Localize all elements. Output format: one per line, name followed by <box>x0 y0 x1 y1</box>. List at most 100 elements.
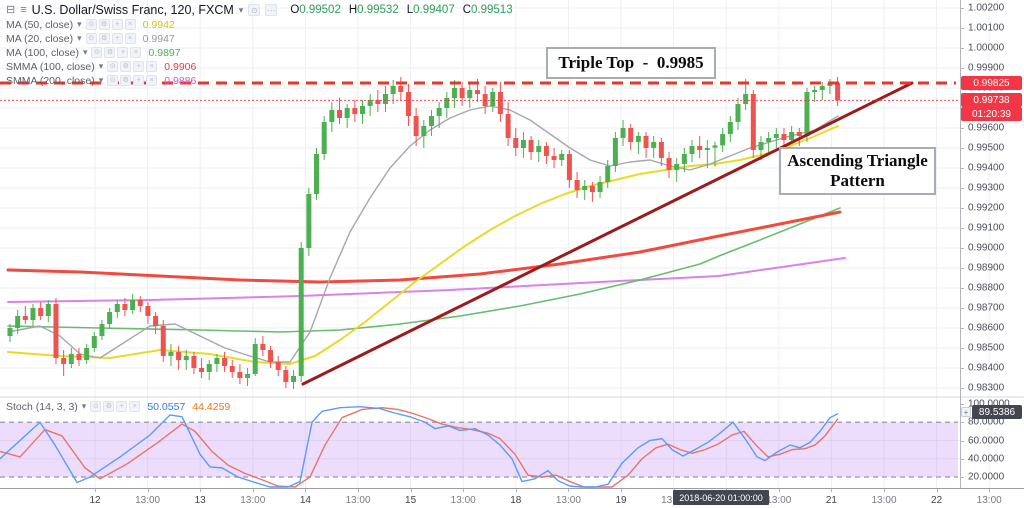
gear-icon[interactable]: ⚙ <box>98 33 110 44</box>
price-tick <box>960 228 964 229</box>
add-icon[interactable]: + <box>133 75 145 86</box>
indicator-row-0[interactable]: MA (50, close) ▾ ⊙ ⚙ + × 0.9942 <box>6 18 513 31</box>
time-tick <box>463 489 465 492</box>
symbol-title[interactable]: U.S. Dollar/Swiss Franc, 120, FXCM <box>31 3 234 17</box>
chevron-down-icon[interactable]: ▾ <box>238 4 244 15</box>
close-icon[interactable]: × <box>146 75 158 86</box>
close-icon[interactable]: × <box>124 33 136 44</box>
indicator-row-2[interactable]: MA (100, close) ▾ ⊙ ⚙ + × 0.9897 <box>6 46 513 59</box>
triple-top-annotation[interactable]: Triple Top - 0.9985 <box>546 47 716 79</box>
gear-icon[interactable]: ⚙ <box>98 19 110 30</box>
time-tick <box>621 489 622 492</box>
stoch-axis-label: 20.0000 <box>968 471 1005 483</box>
resistance-price-badge: 0.99825 <box>961 76 1022 90</box>
plus-icon[interactable]: + <box>961 407 971 417</box>
candle <box>53 298 59 364</box>
add-icon[interactable]: + <box>117 47 129 58</box>
gear-icon[interactable]: ⚙ <box>120 61 132 72</box>
eye-icon[interactable]: ⊙ <box>107 61 119 72</box>
price-tick <box>960 440 964 442</box>
add-icon[interactable]: + <box>116 401 128 412</box>
candle <box>252 338 258 376</box>
symbol-row[interactable]: ⊟ ≡ U.S. Dollar/Swiss Franc, 120, FXCM ▾… <box>6 3 513 17</box>
candle <box>199 358 205 378</box>
candle <box>237 364 243 384</box>
gear-icon[interactable]: ⚙ <box>120 75 132 86</box>
price-tick <box>960 168 964 169</box>
eye-icon[interactable]: ⊙ <box>85 33 97 44</box>
add-icon[interactable]: + <box>111 19 123 30</box>
candle <box>153 312 159 334</box>
candle <box>375 90 381 112</box>
candle <box>183 350 189 370</box>
chevron-down-icon[interactable]: ▾ <box>77 33 82 43</box>
price-axis-label: 0.98800 <box>968 282 1005 294</box>
ascending-triangle-annotation[interactable]: Ascending Triangle Pattern <box>779 147 936 195</box>
candle <box>176 346 182 370</box>
candle <box>651 136 657 158</box>
candle <box>38 302 44 320</box>
eye-icon[interactable]: ⊙ <box>90 401 102 412</box>
candle <box>206 360 212 380</box>
chevron-down-icon[interactable]: ▾ <box>82 47 88 57</box>
ascending-text-line2: Pattern <box>830 171 885 190</box>
chart-style-icon[interactable]: ≡ <box>20 4 27 16</box>
eye-icon[interactable]: ⊙ <box>107 75 119 86</box>
chevron-down-icon[interactable]: ▾ <box>98 61 104 71</box>
time-axis-label: 22 <box>931 495 943 506</box>
time-axis-label: 13:00 <box>555 495 581 506</box>
close-icon[interactable]: × <box>124 19 136 30</box>
indicator-row-3[interactable]: SMMA (100, close) ▾ ⊙ ⚙ + × 0.9906 <box>6 60 513 73</box>
stoch-legend-row[interactable]: Stoch (14, 3, 3) ▾ ⊙ ⚙ + × 50.0557 44.42… <box>6 400 230 413</box>
ohlc-values: O0.99502 H0.99532 L0.99407 C0.99513 <box>290 4 512 16</box>
chevron-down-icon[interactable]: ▾ <box>77 19 82 29</box>
price-tick <box>960 128 964 129</box>
price-axis-label: 0.99300 <box>968 182 1005 194</box>
indicator-row-4[interactable]: SMMA (200, close) ▾ ⊙ ⚙ + × 0.9886 <box>6 74 513 87</box>
eye-icon[interactable]: ⊙ <box>248 4 261 16</box>
ohlc-h: H0.99532 <box>348 4 399 16</box>
chevron-down-icon[interactable]: ▾ <box>81 401 87 411</box>
candle-countdown-badge: 01:20:39 <box>961 107 1022 121</box>
gear-icon[interactable]: ⚙ <box>103 401 115 412</box>
price-tick <box>960 348 964 349</box>
time-tick <box>95 489 96 492</box>
candle <box>160 320 166 362</box>
time-tick <box>410 489 412 492</box>
indicator-row-1[interactable]: MA (20, close) ▾ ⊙ ⚙ + × 0.9947 <box>6 32 513 45</box>
close-icon[interactable]: × <box>130 47 142 58</box>
gear-icon[interactable]: ⚙ <box>104 47 116 58</box>
close-icon[interactable]: × <box>129 401 141 412</box>
time-tick <box>778 489 780 492</box>
candle <box>137 296 143 312</box>
time-tick <box>568 489 570 492</box>
candle <box>689 140 695 162</box>
indicator-label: SMMA (200, close) <box>6 74 95 87</box>
close-icon[interactable]: × <box>146 61 158 72</box>
ohlc-o: O0.99502 <box>290 4 341 16</box>
eye-icon[interactable]: ⊙ <box>85 19 97 30</box>
add-icon[interactable]: + <box>111 33 123 44</box>
candle <box>130 294 136 314</box>
chevron-down-icon[interactable]: ▾ <box>98 75 104 85</box>
candle <box>773 128 779 148</box>
candle <box>30 304 36 326</box>
ascending-trendline[interactable] <box>301 81 914 386</box>
time-axis-label: 12 <box>89 495 101 506</box>
candle <box>382 86 388 112</box>
candle <box>214 354 220 372</box>
stoch-k-value: 50.0557 <box>147 400 186 413</box>
candle <box>22 306 28 324</box>
add-icon[interactable]: + <box>133 61 145 72</box>
eye-icon[interactable]: ⊙ <box>91 47 103 58</box>
candle <box>337 98 343 124</box>
collapse-panel-icon[interactable]: ⊟ <box>6 4 16 16</box>
price-axis-label: 0.99500 <box>968 142 1005 154</box>
candle <box>712 141 718 167</box>
candle <box>697 136 703 158</box>
more-options-icon[interactable]: ⋯ <box>265 4 278 16</box>
price-axis-label: 0.98600 <box>968 322 1005 334</box>
indicator-value: 0.9947 <box>142 32 175 45</box>
candle <box>727 116 733 142</box>
